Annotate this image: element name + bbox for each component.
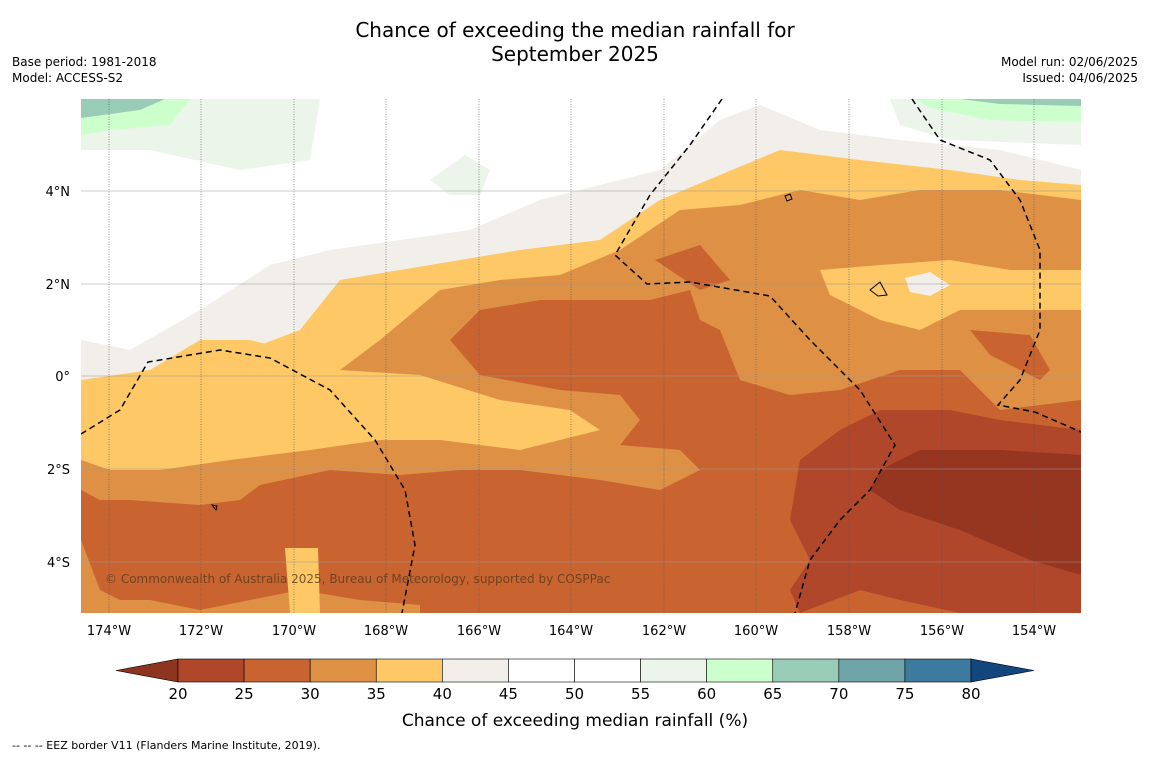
lon-label: 156°W [920,624,964,639]
band-25-30-patch-east [970,330,1050,380]
colorbar-swatch [574,658,641,683]
lon-label: 172°W [179,624,223,639]
colorbar-tick-label: 30 [301,685,320,703]
colorbar: 20 25 30 35 40 45 50 55 60 65 70 75 80 [115,658,1035,703]
model-run-text: Model run: 02/06/2025 [1000,55,1138,69]
islands [210,193,888,512]
title-line-2: September 2025 [491,42,659,66]
footer-note: -- -- -- EEZ border V11 (Flanders Marine… [12,739,321,752]
meridians [108,99,1035,613]
title-line-1: Chance of exceeding the median rainfall … [355,18,795,42]
colorbar-tick-label: 60 [697,685,716,703]
colorbar-tick-label: 25 [235,685,254,703]
lon-label: 168°W [364,624,408,639]
copyright-text: © Commonwealth of Australia 2025, Bureau… [105,572,610,586]
band-30-35-south [81,540,420,613]
lon-labels: 174°W 172°W 170°W 168°W 166°W 164°W 162°… [87,624,1056,639]
right-meta: Model run: 02/06/2025 Issued: 04/06/2025 [1001,54,1138,86]
issued-text: Issued: 04/06/2025 [1022,71,1138,85]
colorbar-tick-label: 45 [499,685,518,703]
lon-label: 160°W [734,624,778,639]
wet-region-ne-inner [960,99,1081,106]
map-title: Chance of exceeding the median rainfall … [0,18,1150,66]
colorbar-tick-label: 20 [168,685,187,703]
colorbar-tick-label: 65 [763,685,782,703]
lon-label: 170°W [272,624,316,639]
colorbar-tick-label: 80 [961,685,980,703]
colorbar-tick-label: 40 [433,685,452,703]
left-meta: Base period: 1981-2018 Model: ACCESS-S2 [12,54,157,86]
graticule [81,190,1081,563]
wet-region-nw-inner [81,99,165,118]
lat-labels: 4°N 2°N 0° 2°S 4°S [46,185,71,571]
colorbar-swatch [904,658,972,683]
colorbar-swatch [640,658,707,683]
colorbar-swatch [243,658,311,683]
band-25-30-patch [655,245,730,290]
lon-label: 158°W [827,624,871,639]
lat-label: 4°N [46,185,71,200]
colorbar-swatch [375,658,443,683]
lon-label: 166°W [457,624,501,639]
map-area: © Commonwealth of Australia 2025, Bureau… [81,99,1081,613]
colorbar-swatch [772,658,840,683]
colorbar-tick-label: 35 [367,685,386,703]
colorbar-over-arrow [970,658,1035,683]
colorbar-tick-label: 70 [829,685,848,703]
lon-label: 162°W [642,624,686,639]
wet-region-center [430,155,490,195]
lat-label: 2°S [47,463,70,478]
lon-label: 174°W [87,624,131,639]
colorbar-swatch [838,658,906,683]
lat-label: 2°N [46,278,71,293]
colorbar-tick-label: 75 [895,685,914,703]
colorbar-swatch [177,658,245,683]
lon-label: 164°W [549,624,593,639]
colorbar-tick-label: 50 [565,685,584,703]
colorbar-swatch [442,658,509,683]
eez-borders [81,99,1081,613]
colorbar-swatch [508,658,575,683]
model-text: Model: ACCESS-S2 [12,71,124,85]
lat-label: 0° [55,370,70,385]
colorbar-swatch [706,658,774,683]
colorbar-swatch [309,658,377,683]
colorbar-label: Chance of exceeding median rainfall (%) [402,711,748,731]
colorbar-tick-label: 55 [631,685,650,703]
colorbar-under-arrow [115,658,179,683]
lon-label: 154°W [1012,624,1056,639]
band-under-20 [870,450,1081,575]
base-period-text: Base period: 1981-2018 [12,55,157,69]
lat-label: 4°S [47,556,70,571]
